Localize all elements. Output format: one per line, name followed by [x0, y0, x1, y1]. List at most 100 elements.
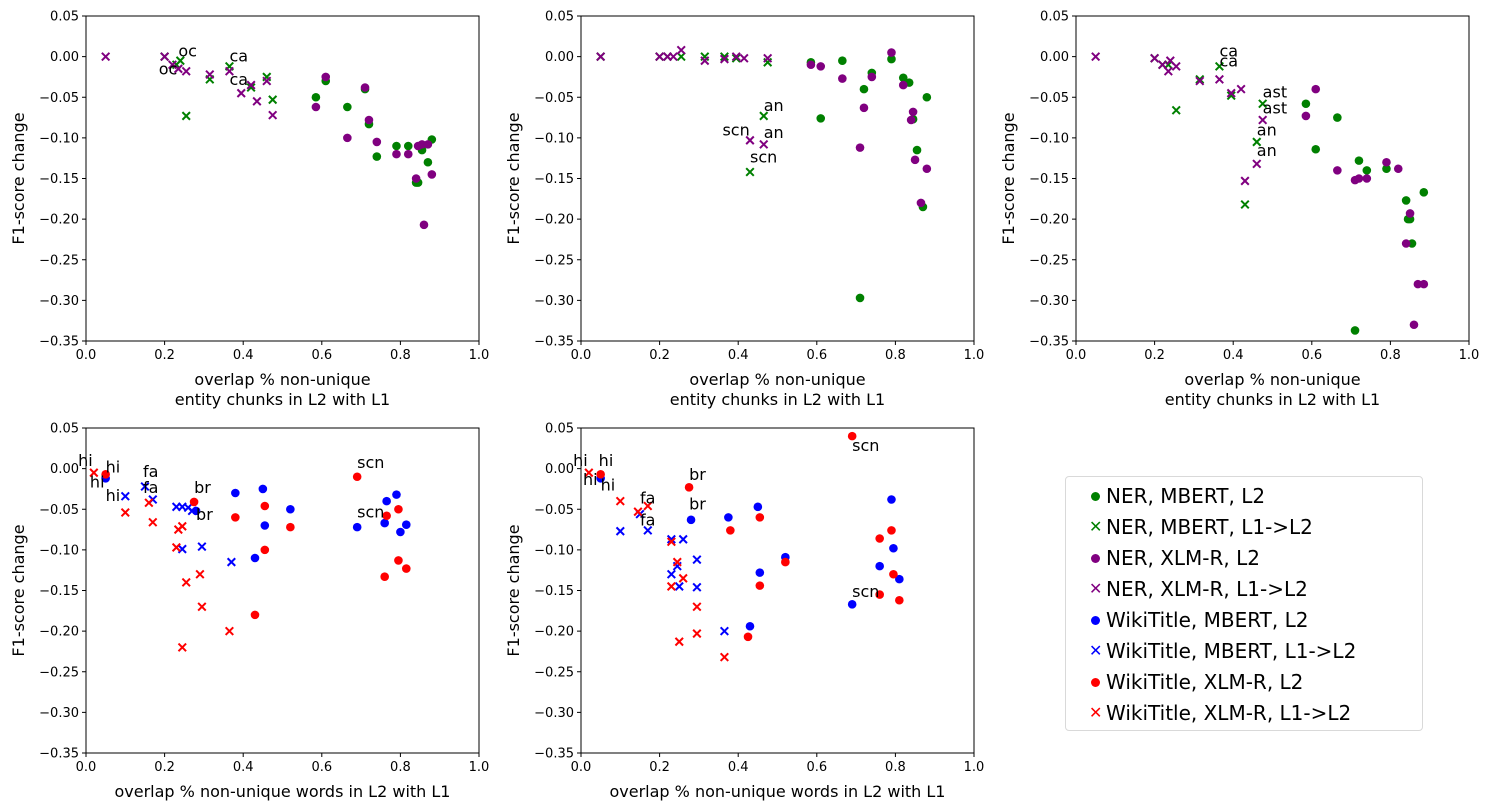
y-tick-label: −0.25	[534, 665, 574, 680]
y-tick-label: 0.05	[1040, 10, 1069, 25]
data-point	[887, 54, 896, 64]
y-tick-label: 0.00	[50, 50, 79, 65]
y-tick-label: −0.15	[1029, 172, 1069, 187]
data-point-x	[236, 88, 246, 98]
data-point-x	[1171, 61, 1181, 71]
data-point	[1409, 320, 1419, 330]
y-tick-label: 0.05	[545, 10, 574, 25]
data-point	[250, 610, 260, 620]
x-tick-label: 0.0	[76, 348, 97, 363]
x-axis-label: overlap % non-unique	[194, 370, 370, 389]
data-point	[260, 545, 270, 555]
x-tick-label: 1.0	[964, 348, 985, 363]
data-point	[343, 102, 352, 112]
point-annotation: fa	[143, 462, 158, 481]
y-tick-label: −0.25	[39, 253, 79, 268]
data-point	[684, 483, 694, 492]
data-point	[311, 92, 321, 102]
legend-entry: ✕ WikiTitle, MBERT, L1->L2	[1066, 636, 1356, 666]
data-point	[855, 293, 865, 303]
data-point	[806, 60, 816, 70]
point-annotation: br	[196, 505, 213, 524]
point-annotation: ca	[1219, 51, 1238, 70]
x-tick-label: 0.6	[1301, 348, 1322, 363]
data-point-x	[1236, 84, 1246, 94]
data-point	[343, 133, 352, 143]
data-point	[419, 220, 429, 230]
legend-entry: WikiTitle, MBERT, L2	[1066, 605, 1308, 635]
y-tick-label: −0.10	[39, 543, 79, 558]
legend-entry: NER, XLM-R, L2	[1066, 543, 1260, 573]
y-axis-label: F1-score change	[9, 524, 28, 656]
data-point	[745, 621, 755, 631]
data-point	[898, 80, 908, 90]
y-axis-label: F1-score change	[999, 112, 1018, 244]
data-point	[392, 149, 401, 159]
data-point-x	[1195, 74, 1205, 84]
data-point-x	[197, 602, 207, 612]
x-tick-label: 1.0	[469, 760, 490, 775]
data-point	[321, 72, 331, 82]
data-point-x	[731, 52, 741, 62]
legend-entry: ✕ NER, XLM-R, L1->L2	[1066, 574, 1308, 604]
data-point	[423, 140, 433, 149]
point-annotation: hi	[573, 451, 588, 470]
data-point-x	[224, 66, 234, 76]
point-annotation: oc	[159, 60, 178, 79]
data-point	[875, 561, 884, 571]
x-axis-label: overlap % non-unique words in L2 with L1	[115, 782, 451, 801]
y-tick-label: −0.35	[534, 747, 574, 762]
x-tick-label: 0.8	[885, 760, 906, 775]
x-tick-label: 0.8	[885, 348, 906, 363]
data-point	[364, 115, 374, 125]
x-tick-label: 1.0	[964, 760, 985, 775]
point-annotation: hi	[106, 458, 121, 477]
data-point-x	[1150, 53, 1160, 63]
data-point	[875, 534, 884, 543]
point-annotation: ca	[229, 70, 248, 89]
legend-marker-circle-icon	[1066, 543, 1106, 573]
x-axis-label: entity chunks in L2 with L1	[175, 390, 390, 409]
data-point	[1419, 188, 1429, 197]
data-point	[1413, 279, 1423, 289]
point-annotation: scn	[357, 502, 384, 521]
x-tick-label: 0.4	[728, 760, 749, 775]
y-tick-label: 0.00	[545, 462, 574, 477]
data-point-x	[692, 555, 702, 565]
legend-marker-circle-icon	[1066, 667, 1106, 697]
x-tick-label: 0.0	[76, 760, 97, 775]
data-point	[753, 502, 763, 512]
data-point	[781, 557, 790, 567]
data-point	[875, 590, 884, 599]
data-point-x	[745, 135, 755, 145]
data-point-x	[101, 52, 111, 62]
data-point-x	[1240, 176, 1250, 186]
data-point-x	[678, 573, 688, 583]
y-tick-label: −0.20	[39, 213, 79, 228]
y-tick-label: −0.10	[1029, 131, 1069, 146]
data-point	[816, 62, 826, 71]
data-point-x	[633, 507, 643, 517]
x-tick-label: 0.0	[571, 760, 592, 775]
data-point	[906, 115, 916, 125]
data-point-x	[615, 526, 625, 536]
y-tick-label: −0.35	[1029, 335, 1069, 350]
data-point-x	[1091, 52, 1101, 62]
legend-entry: ✕ WikiTitle, XLM-R, L1->L2	[1066, 698, 1351, 728]
y-tick-label: −0.05	[39, 91, 79, 106]
data-point-x	[1214, 61, 1224, 71]
y-tick-label: −0.25	[534, 253, 574, 268]
y-tick-label: −0.25	[1029, 253, 1069, 268]
y-tick-label: −0.05	[534, 503, 574, 518]
data-point-x	[676, 52, 686, 62]
data-point	[382, 496, 391, 506]
data-point-x	[1163, 66, 1173, 76]
legend-label: WikiTitle, MBERT, L2	[1106, 608, 1309, 632]
data-point-x	[246, 82, 256, 93]
y-tick-label: −0.15	[534, 584, 574, 599]
data-point-x	[700, 56, 710, 66]
x-tick-label: 0.2	[154, 760, 175, 775]
legend-label: NER, MBERT, L1->L2	[1106, 515, 1313, 539]
y-tick-label: −0.30	[1029, 294, 1069, 309]
data-point-x	[584, 468, 594, 478]
